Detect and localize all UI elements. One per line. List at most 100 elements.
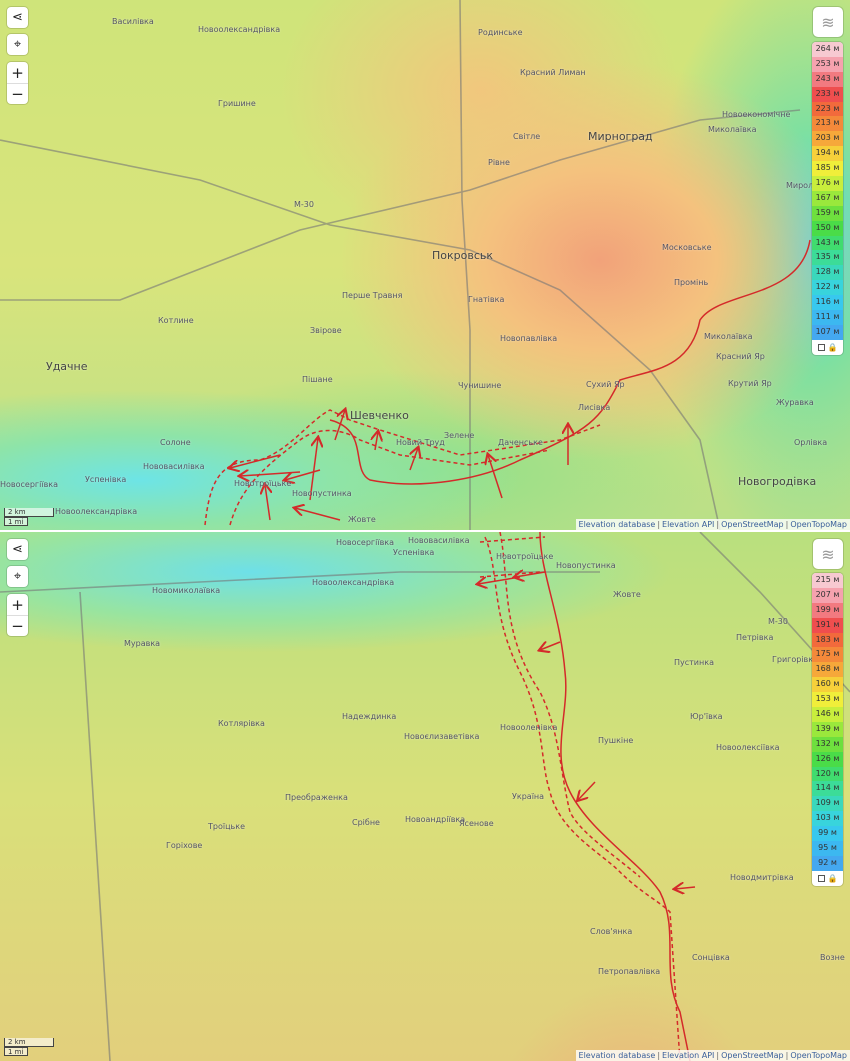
place-label: Муравка xyxy=(124,639,161,648)
front-line-solid xyxy=(329,239,811,485)
attribution: Elevation database | Elevation API | OpenStr… xyxy=(575,1050,850,1061)
attribution-link[interactable]: OpenStreetMap xyxy=(721,1051,784,1060)
legend-item: 159 м xyxy=(812,205,843,221)
place-label: Ясенове xyxy=(459,819,494,828)
legend-footer: 🔒 xyxy=(812,340,843,355)
zoom-out-button[interactable]: − xyxy=(7,615,28,636)
place-label: М-30 xyxy=(768,617,788,626)
place-label: Преображенка xyxy=(285,793,348,802)
legend-item: 223 м xyxy=(812,101,843,117)
divider xyxy=(0,530,850,532)
attribution-link[interactable]: Elevation database xyxy=(578,520,656,529)
legend-item: 160 м xyxy=(812,677,843,693)
elevation-legend: 264 м 253 м 243 м 233 м 223 м 213 м 203 м 194 м… xyxy=(812,42,843,355)
locate-button[interactable]: ⌖ xyxy=(7,34,28,55)
legend-item: 139 м xyxy=(812,721,843,737)
place-label: Новопустинка xyxy=(292,489,352,498)
place-label: Горіхове xyxy=(166,841,203,850)
legend-item: 233 м xyxy=(812,86,843,102)
place-label: Жовте xyxy=(348,515,376,524)
legend-item: 103 м xyxy=(812,811,843,827)
place-label: Солоне xyxy=(160,438,191,447)
attribution-link[interactable]: OpenTopoMap xyxy=(790,520,847,529)
place-label: Нововасилівка xyxy=(408,536,470,545)
legend-item: 243 м xyxy=(812,71,843,87)
place-label: Лисівка xyxy=(578,403,611,412)
place-label: Успенівка xyxy=(393,548,435,557)
attribution-separator: | xyxy=(716,1051,720,1060)
legend-item: 199 м xyxy=(812,602,843,618)
place-label: Україна xyxy=(512,792,545,801)
place-label: Слов'янка xyxy=(590,927,633,936)
scale-mi: 1 mi xyxy=(4,1047,28,1056)
legend-item: 128 м xyxy=(812,265,843,281)
legend-item: 203 м xyxy=(812,131,843,147)
lock-icon[interactable]: 🔒 xyxy=(827,873,838,883)
place-label: Новотроїцьке xyxy=(496,552,554,561)
place-label: Новоєлизаветівка xyxy=(404,732,480,741)
legend-item: 183 м xyxy=(812,632,843,648)
place-label: Василівка xyxy=(112,17,154,26)
legend-item: 126 м xyxy=(812,751,843,767)
attribution-link[interactable]: Elevation API xyxy=(662,520,715,529)
place-label: Новодмитрівка xyxy=(730,873,794,882)
layers-button[interactable]: ≋ xyxy=(813,7,843,37)
place-label: Мирноград xyxy=(588,130,653,143)
legend-item: 153 м xyxy=(812,692,843,708)
share-button[interactable]: ⋖ xyxy=(7,7,28,28)
place-label: Новопавлівка xyxy=(500,334,558,343)
zoom-in-button[interactable]: + xyxy=(11,595,24,614)
share-icon: ⋖ xyxy=(12,542,23,557)
legend-item: 107 м xyxy=(812,324,843,340)
lock-icon[interactable]: 🔒 xyxy=(827,342,838,352)
place-label: Котлине xyxy=(158,316,194,325)
place-label: Красний Лиман xyxy=(520,68,586,77)
place-label: Новоекономічне xyxy=(722,110,791,119)
place-label: Шевченко xyxy=(350,409,409,422)
layers-button[interactable]: ≋ xyxy=(813,539,843,569)
place-label: Пішане xyxy=(302,375,333,384)
attribution-link[interactable]: Elevation API xyxy=(662,1051,715,1060)
place-label: Срібне xyxy=(352,818,380,827)
legend-item: 194 м xyxy=(812,146,843,162)
legend-item: 109 м xyxy=(812,796,843,812)
place-label: Новоолександрівка xyxy=(312,578,395,587)
place-label: Миролю xyxy=(786,181,820,190)
share-button[interactable]: ⋖ xyxy=(7,539,28,560)
elevation-legend: 215 м 207 м 199 м 191 м 183 м 175 м 168 м 160 м… xyxy=(812,573,843,886)
attribution: Elevation database | Elevation API | OpenStr… xyxy=(575,519,850,530)
place-label: Новопустинка xyxy=(556,561,616,570)
attribution-link[interactable]: OpenStreetMap xyxy=(721,520,784,529)
zoom-in-button[interactable]: + xyxy=(11,63,24,82)
front-line-dashed xyxy=(204,409,601,526)
top-elevation-map[interactable]: Василівка Новоолександрівка Родинське Красн… xyxy=(0,0,850,530)
place-label: Красний Яр xyxy=(716,352,765,361)
scale-mi: 1 mi xyxy=(4,517,28,526)
place-label: Пустинка xyxy=(674,658,714,667)
place-label: Котлярівка xyxy=(218,719,265,728)
place-label: Зелене xyxy=(444,431,475,440)
legend-item: 146 м xyxy=(812,707,843,722)
attribution-link[interactable]: Elevation database xyxy=(578,1051,656,1060)
legend-checkbox[interactable] xyxy=(817,874,825,882)
bottom-elevation-map[interactable]: Новосергіївка Нововасилівка Успенівка Новот… xyxy=(0,532,850,1061)
place-label: Гнатівка xyxy=(468,295,505,304)
place-label: Сонцівка xyxy=(692,953,730,962)
place-label: Московське xyxy=(662,243,712,252)
legend-item: 132 м xyxy=(812,736,843,752)
locate-button[interactable]: ⌖ xyxy=(7,566,28,587)
zoom-out-button[interactable]: − xyxy=(7,83,28,104)
place-label: Новоолексіївка xyxy=(716,743,780,752)
legend-item: 120 м xyxy=(812,766,843,782)
legend-item: 215 м xyxy=(812,573,843,588)
attribution-link[interactable]: OpenTopoMap xyxy=(790,1051,847,1060)
place-label: Новоолександрівка xyxy=(55,507,138,516)
legend-item: 122 м xyxy=(812,280,843,296)
legend-item: 114 м xyxy=(812,781,843,797)
zoom-control: + − xyxy=(7,62,28,104)
place-label: Новосергіївка xyxy=(0,480,59,489)
place-label: Новогродівка xyxy=(738,475,817,488)
legend-item: 191 м xyxy=(812,617,843,633)
front-lines-top xyxy=(0,0,811,530)
legend-checkbox[interactable] xyxy=(817,343,825,351)
